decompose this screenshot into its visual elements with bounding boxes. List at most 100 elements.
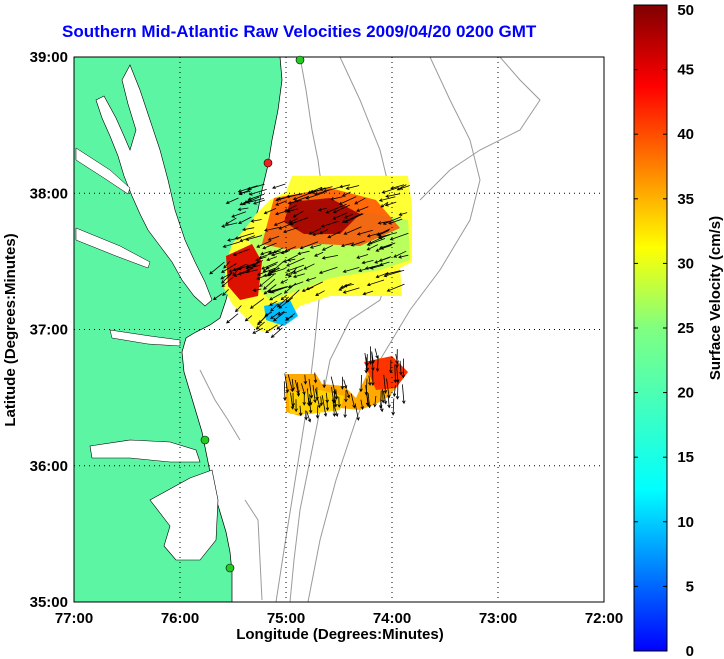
y-tick-label: 35:00 — [30, 594, 68, 611]
velocity-arrow — [241, 196, 260, 206]
velocity-arrow — [256, 240, 271, 248]
velocity-arrow — [285, 313, 296, 321]
velocity-arrow — [343, 213, 354, 219]
velocity-arrow — [252, 327, 263, 334]
velocity-arrow — [223, 260, 231, 269]
velocity-arrow — [258, 312, 271, 324]
velocity-arrow — [221, 272, 233, 284]
velocity-arrow — [294, 379, 300, 395]
colorbar-tick-label: 15 — [677, 449, 694, 466]
velocity-arrow — [366, 244, 378, 251]
velocity-arrow — [340, 376, 345, 390]
velocity-arrow — [292, 269, 303, 274]
velocity-arrow — [380, 201, 389, 208]
velocity-arrow — [331, 386, 336, 404]
velocity-arrow — [303, 374, 308, 385]
velocity-arrow — [256, 274, 269, 280]
velocity-arrow — [322, 379, 326, 389]
velocity-arrow — [286, 257, 305, 267]
velocity-arrow — [321, 255, 339, 260]
velocity-arrow — [221, 222, 238, 228]
velocity-arrow — [382, 216, 402, 225]
velocity-arrow — [263, 227, 280, 232]
velocity-arrow — [356, 254, 369, 259]
velocity-arrow — [222, 289, 229, 296]
velocity-arrow — [263, 208, 277, 215]
velocity-arrow — [297, 250, 310, 256]
velocity-arrow — [356, 229, 373, 236]
x-tick-label: 72:00 — [585, 610, 623, 627]
velocity-arrow — [396, 184, 407, 191]
velocity-arrow — [360, 399, 364, 411]
lat-lon-grid — [74, 57, 604, 602]
velocity-arrow — [343, 283, 354, 288]
velocity-arrow — [333, 404, 339, 417]
tidal-river — [75, 227, 151, 269]
velocity-arrow — [249, 298, 265, 309]
y-tick-label: 37:00 — [30, 322, 68, 339]
colorbar-label: Surface Velocity (cm/s) — [707, 216, 724, 380]
velocity-arrow — [252, 288, 262, 292]
velocity-arrow — [337, 396, 341, 408]
velocity-arrow — [383, 374, 388, 394]
radar-station-marker — [200, 435, 210, 445]
velocity-arrow — [237, 207, 249, 211]
colorbar-tick-label: 0 — [686, 643, 694, 659]
velocity-arrow — [246, 198, 264, 204]
velocity-arrow — [338, 196, 357, 205]
plot-frame — [73, 56, 605, 603]
velocity-arrow — [242, 227, 255, 232]
velocity-arrow — [368, 346, 373, 365]
velocity-arrow — [275, 197, 288, 202]
velocity-arrow — [263, 284, 277, 295]
velocity-arrow — [342, 267, 360, 273]
velocity-arrow — [289, 217, 308, 225]
velocity-arrow — [284, 204, 298, 212]
velocity-arrow — [368, 235, 387, 245]
velocity-arrow — [320, 220, 339, 228]
velocity-arrow — [212, 293, 223, 300]
velocity-arrow — [265, 324, 278, 334]
colorbar-tick-label: 5 — [686, 578, 694, 595]
velocity-arrow — [315, 290, 325, 296]
velocity-arrow — [309, 244, 322, 249]
velocity-arrow — [398, 254, 409, 259]
velocity-arrow — [259, 274, 275, 288]
velocity-arrow — [235, 305, 242, 313]
velocity-arrow — [280, 294, 288, 301]
velocity-arrow — [293, 196, 310, 203]
velocity-arrow — [377, 230, 390, 236]
velocity-arrow — [228, 266, 245, 273]
velocity-arrow — [340, 242, 354, 248]
velocity-arrow — [280, 279, 288, 284]
albemarle-sound — [89, 439, 201, 463]
velocity-arrow — [385, 193, 401, 198]
radar-station-marker — [263, 158, 273, 168]
velocity-arrow — [314, 251, 324, 257]
velocity-arrow — [346, 389, 351, 399]
y-tick-label: 36:00 — [30, 458, 68, 475]
velocity-arrow — [393, 364, 398, 384]
velocity-arrow — [375, 356, 380, 373]
velocity-arrow — [273, 220, 285, 226]
colorbar-tick-label: 30 — [677, 255, 694, 272]
velocity-arrow — [287, 258, 296, 262]
velocity-arrow — [269, 300, 278, 306]
colorbar-tick-label: 45 — [677, 62, 694, 79]
velocity-arrow — [332, 212, 348, 220]
x-tick-label: 75:00 — [267, 610, 305, 627]
velocity-arrow — [325, 203, 347, 214]
velocity-arrow — [378, 390, 383, 409]
colorbar-tick-label: 10 — [677, 514, 694, 531]
velocity-arrow — [231, 211, 247, 218]
velocity-arrow — [262, 242, 277, 250]
velocity-arrow — [262, 267, 269, 273]
velocity-arrow — [253, 199, 266, 205]
colorbar-tick-label: 25 — [677, 320, 694, 337]
velocity-arrow — [311, 232, 321, 237]
velocity-arrow — [283, 282, 297, 294]
velocity-arrow — [275, 200, 287, 206]
velocity-arrow — [386, 378, 391, 399]
velocity-arrow — [291, 378, 295, 392]
